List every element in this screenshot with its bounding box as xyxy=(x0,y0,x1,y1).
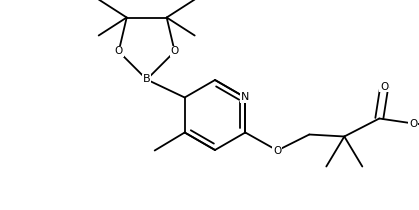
Text: N: N xyxy=(241,92,249,102)
Text: O: O xyxy=(409,118,417,129)
Text: B: B xyxy=(143,75,150,84)
Text: O: O xyxy=(273,146,282,155)
Text: O: O xyxy=(171,46,179,56)
Text: O: O xyxy=(114,46,123,56)
Text: O: O xyxy=(380,81,388,92)
